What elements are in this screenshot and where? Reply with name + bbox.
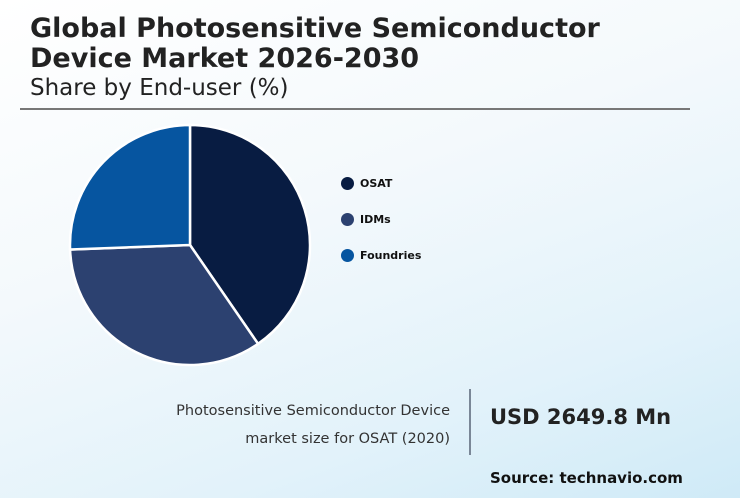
pie-slice-foundries	[68, 123, 192, 251]
legend-label: OSAT	[360, 176, 393, 190]
header-divider	[20, 108, 690, 110]
legend: OSAT IDMs Foundries	[341, 174, 421, 282]
chart-title: Global Photosensitive Semiconductor Devi…	[30, 14, 600, 74]
stat-label-line-1: Photosensitive Semiconductor Device	[176, 403, 450, 419]
legend-item-foundries: Foundries	[341, 246, 421, 264]
stat-divider	[469, 389, 471, 455]
legend-item-osat: OSAT	[341, 174, 421, 192]
stat-label-line-2: market size for OSAT (2020)	[245, 431, 450, 447]
source-credit: Source: technavio.com	[490, 469, 683, 487]
chart-subtitle: Share by End-user (%)	[30, 75, 289, 101]
legend-item-idms: IDMs	[341, 210, 421, 228]
pie-slice-osat	[188, 123, 312, 346]
stat-label: Photosensitive Semiconductor Device mark…	[120, 397, 450, 453]
stat-value: USD 2649.8 Mn	[490, 405, 672, 429]
legend-swatch-icon	[341, 248, 354, 262]
legend-label: Foundries	[360, 248, 422, 262]
legend-label: IDMs	[360, 212, 391, 226]
legend-swatch-icon	[341, 212, 354, 226]
title-line-1: Global Photosensitive Semiconductor	[30, 13, 600, 44]
legend-swatch-icon	[341, 176, 354, 190]
title-line-2: Device Market 2026-2030	[30, 43, 420, 74]
pie-slice-idms	[68, 243, 260, 367]
pie-chart	[68, 123, 312, 367]
